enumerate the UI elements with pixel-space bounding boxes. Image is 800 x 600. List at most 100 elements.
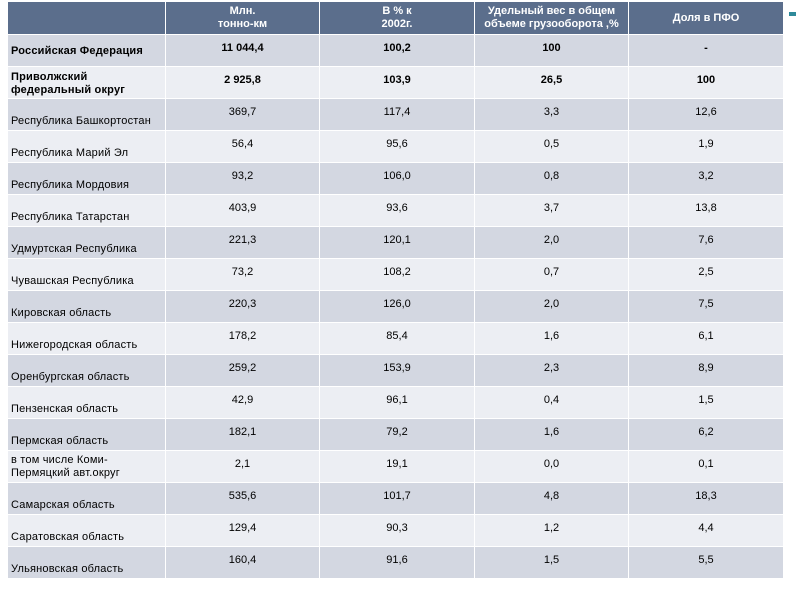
volume-cell: 369,7 <box>165 98 320 131</box>
region-name-cell: Пензенская область <box>7 386 166 419</box>
header-pct-2002: В % к 2002г. <box>319 1 475 35</box>
share-total-cell: 0,7 <box>474 258 629 291</box>
table-row: Удмуртская Республика 221,3 120,1 2,0 7,6 <box>7 226 784 259</box>
table-row: Ульяновская область 160,4 91,6 1,5 5,5 <box>7 546 784 579</box>
region-name-cell: Республика Марий Эл <box>7 130 166 163</box>
share-total-cell: 2,0 <box>474 226 629 259</box>
volume-cell: 56,4 <box>165 130 320 163</box>
table-row: Саратовская область 129,4 90,3 1,2 4,4 <box>7 514 784 547</box>
share-pfo-cell: 18,3 <box>628 482 784 515</box>
share-total-cell: 0,5 <box>474 130 629 163</box>
region-name-cell: Приволжский федеральный округ <box>7 66 166 99</box>
volume-cell: 182,1 <box>165 418 320 451</box>
share-pfo-cell: 3,2 <box>628 162 784 195</box>
freight-turnover-table: Млн. тонно-км В % к 2002г. Удельный вес … <box>7 1 784 579</box>
share-pfo-cell: 6,2 <box>628 418 784 451</box>
table-row: Самарская область 535,6 101,7 4,8 18,3 <box>7 482 784 515</box>
volume-cell: 2 925,8 <box>165 66 320 99</box>
pct-2002-cell: 101,7 <box>319 482 475 515</box>
share-total-cell: 0,0 <box>474 450 629 483</box>
share-total-cell: 1,6 <box>474 322 629 355</box>
region-name-cell: Кировская область <box>7 290 166 323</box>
table-row: Республика Татарстан 403,9 93,6 3,7 13,8 <box>7 194 784 227</box>
volume-cell: 42,9 <box>165 386 320 419</box>
share-pfo-cell: 4,4 <box>628 514 784 547</box>
volume-cell: 178,2 <box>165 322 320 355</box>
pct-2002-cell: 19,1 <box>319 450 475 483</box>
table-row: в том числе Коми- Пермяцкий авт.округ 2,1… <box>7 450 784 483</box>
region-name-cell: Нижегородская область <box>7 322 166 355</box>
volume-cell: 2,1 <box>165 450 320 483</box>
table-row: Нижегородская область 178,2 85,4 1,6 6,1 <box>7 322 784 355</box>
pct-2002-cell: 103,9 <box>319 66 475 99</box>
share-total-cell: 1,2 <box>474 514 629 547</box>
share-pfo-cell: - <box>628 34 784 67</box>
share-pfo-cell: 100 <box>628 66 784 99</box>
share-total-cell: 0,8 <box>474 162 629 195</box>
share-total-cell: 3,3 <box>474 98 629 131</box>
share-pfo-cell: 0,1 <box>628 450 784 483</box>
volume-cell: 221,3 <box>165 226 320 259</box>
share-total-cell: 26,5 <box>474 66 629 99</box>
region-name-cell: Саратовская область <box>7 514 166 547</box>
share-pfo-cell: 7,5 <box>628 290 784 323</box>
table-header-row: Млн. тонно-км В % к 2002г. Удельный вес … <box>7 1 784 35</box>
volume-cell: 403,9 <box>165 194 320 227</box>
volume-cell: 11 044,4 <box>165 34 320 67</box>
header-share-total: Удельный вес в общем объеме грузооборота… <box>474 1 629 35</box>
table-row: Республика Мордовия 93,2 106,0 0,8 3,2 <box>7 162 784 195</box>
table-row: Республика Марий Эл 56,4 95,6 0,5 1,9 <box>7 130 784 163</box>
table-row: Чувашская Республика 73,2 108,2 0,7 2,5 <box>7 258 784 291</box>
volume-cell: 73,2 <box>165 258 320 291</box>
region-name-cell: в том числе Коми- Пермяцкий авт.округ <box>7 450 166 483</box>
region-name-cell: Чувашская Республика <box>7 258 166 291</box>
share-pfo-cell: 8,9 <box>628 354 784 387</box>
share-total-cell: 100 <box>474 34 629 67</box>
header-volume: Млн. тонно-км <box>165 1 320 35</box>
table-row: Приволжский федеральный округ 2 925,8 103,… <box>7 66 784 99</box>
region-name-cell: Пермская область <box>7 418 166 451</box>
region-name-cell: Самарская область <box>7 482 166 515</box>
pct-2002-cell: 91,6 <box>319 546 475 579</box>
share-pfo-cell: 12,6 <box>628 98 784 131</box>
table-row: Оренбургская область 259,2 153,9 2,3 8,9 <box>7 354 784 387</box>
header-share-pfo: Доля в ПФО <box>628 1 784 35</box>
pct-2002-cell: 79,2 <box>319 418 475 451</box>
share-pfo-cell: 7,6 <box>628 226 784 259</box>
edge-marker-icon <box>789 12 796 16</box>
pct-2002-cell: 117,4 <box>319 98 475 131</box>
share-total-cell: 1,6 <box>474 418 629 451</box>
share-pfo-cell: 5,5 <box>628 546 784 579</box>
table-row: Республика Башкортостан 369,7 117,4 3,3 12,6 <box>7 98 784 131</box>
volume-cell: 220,3 <box>165 290 320 323</box>
share-pfo-cell: 6,1 <box>628 322 784 355</box>
region-name-cell: Республика Башкортостан <box>7 98 166 131</box>
pct-2002-cell: 93,6 <box>319 194 475 227</box>
pct-2002-cell: 85,4 <box>319 322 475 355</box>
share-total-cell: 4,8 <box>474 482 629 515</box>
table-row: Российская Федерация 11 044,4 100,2 100- <box>7 34 784 67</box>
volume-cell: 160,4 <box>165 546 320 579</box>
share-total-cell: 1,5 <box>474 546 629 579</box>
pct-2002-cell: 96,1 <box>319 386 475 419</box>
region-name-cell: Республика Татарстан <box>7 194 166 227</box>
share-total-cell: 2,0 <box>474 290 629 323</box>
table-row: Пермская область 182,1 79,2 1,6 6,2 <box>7 418 784 451</box>
share-total-cell: 0,4 <box>474 386 629 419</box>
volume-cell: 129,4 <box>165 514 320 547</box>
share-pfo-cell: 2,5 <box>628 258 784 291</box>
pct-2002-cell: 90,3 <box>319 514 475 547</box>
share-total-cell: 2,3 <box>474 354 629 387</box>
pct-2002-cell: 106,0 <box>319 162 475 195</box>
region-name-cell: Ульяновская область <box>7 546 166 579</box>
table-row: Кировская область 220,3 126,0 2,0 7,5 <box>7 290 784 323</box>
pct-2002-cell: 153,9 <box>319 354 475 387</box>
share-total-cell: 3,7 <box>474 194 629 227</box>
pct-2002-cell: 100,2 <box>319 34 475 67</box>
region-name-cell: Республика Мордовия <box>7 162 166 195</box>
share-pfo-cell: 1,9 <box>628 130 784 163</box>
pct-2002-cell: 95,6 <box>319 130 475 163</box>
table-body: Российская Федерация 11 044,4 100,2 100- При… <box>7 34 784 579</box>
right-margin <box>785 0 800 600</box>
